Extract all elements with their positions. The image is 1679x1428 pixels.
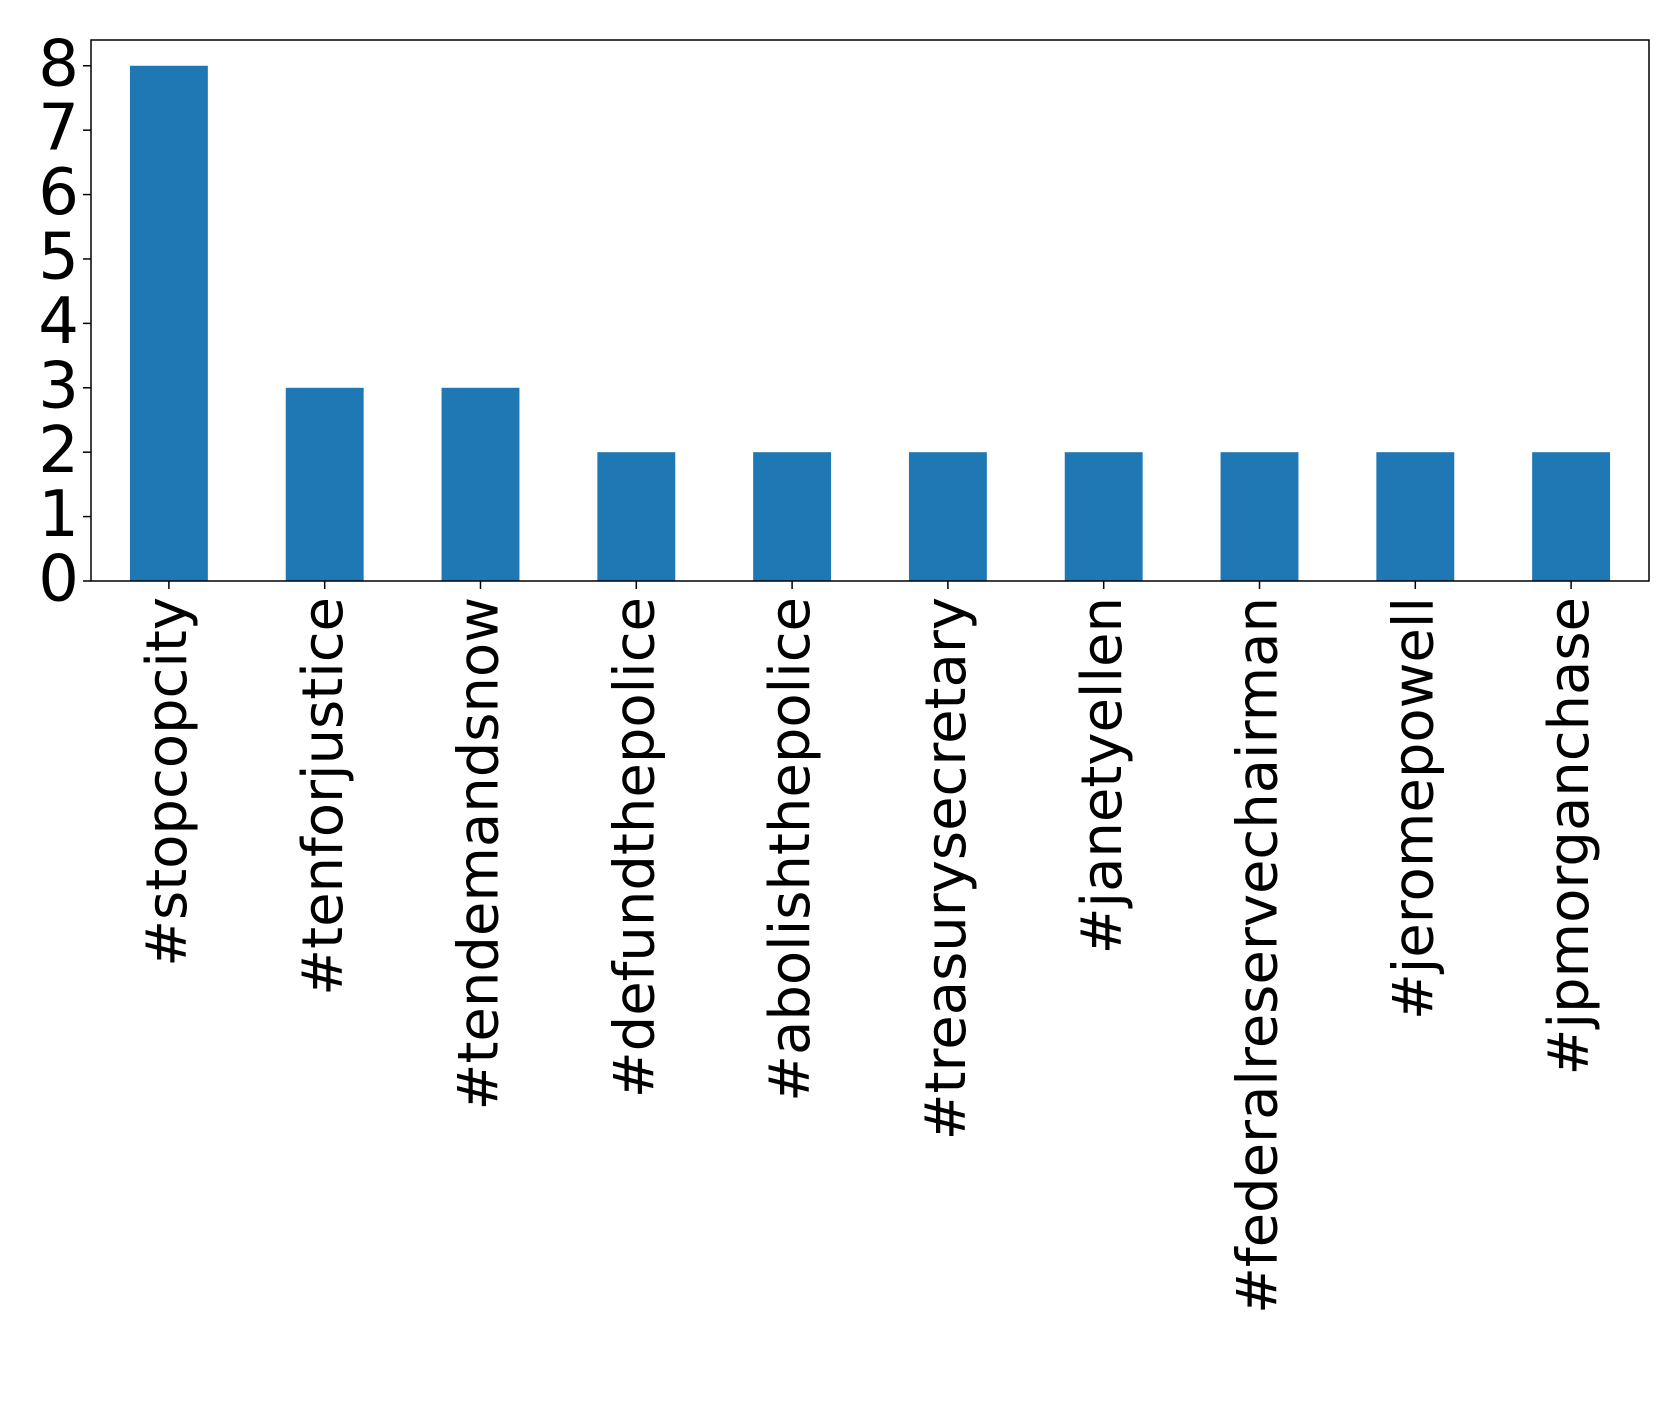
bar: [1532, 452, 1611, 581]
y-tick-label: 5: [38, 221, 79, 295]
bar: [285, 387, 364, 581]
x-tick-label: #tenforjustice: [291, 597, 356, 996]
x-tick-label: #janetyellen: [1070, 597, 1135, 954]
x-tick-label: #treasurysecretary: [914, 597, 979, 1140]
y-tick-label: 4: [38, 285, 79, 359]
x-tick-label: #jeromepowell: [1381, 597, 1446, 1020]
y-tick-label: 7: [38, 92, 79, 166]
y-tick-label: 2: [38, 414, 79, 488]
bar: [753, 452, 832, 581]
bar: [908, 452, 987, 581]
x-tick-label: #federalreservechairman: [1226, 597, 1291, 1314]
bar: [1064, 452, 1143, 581]
x-tick-label: #stopcopcity: [135, 597, 200, 967]
bar: [129, 65, 208, 581]
x-tick-label: #abolishthepolice: [758, 597, 823, 1102]
bar: [1376, 452, 1455, 581]
x-tick-label: #defundthepolice: [602, 597, 667, 1098]
x-tick-label: #tendemandsnow: [447, 597, 512, 1110]
y-tick-label: 3: [38, 349, 79, 423]
y-tick-label: 0: [38, 543, 79, 617]
x-tick-label: #jpmorganchase: [1537, 597, 1602, 1075]
bar: [1220, 452, 1299, 581]
y-tick-label: 6: [38, 156, 79, 230]
y-tick-label: 1: [38, 478, 79, 552]
plot-frame: [90, 39, 1650, 582]
bar: [441, 387, 520, 581]
bar: [597, 452, 676, 581]
y-tick-label: 8: [38, 27, 79, 101]
